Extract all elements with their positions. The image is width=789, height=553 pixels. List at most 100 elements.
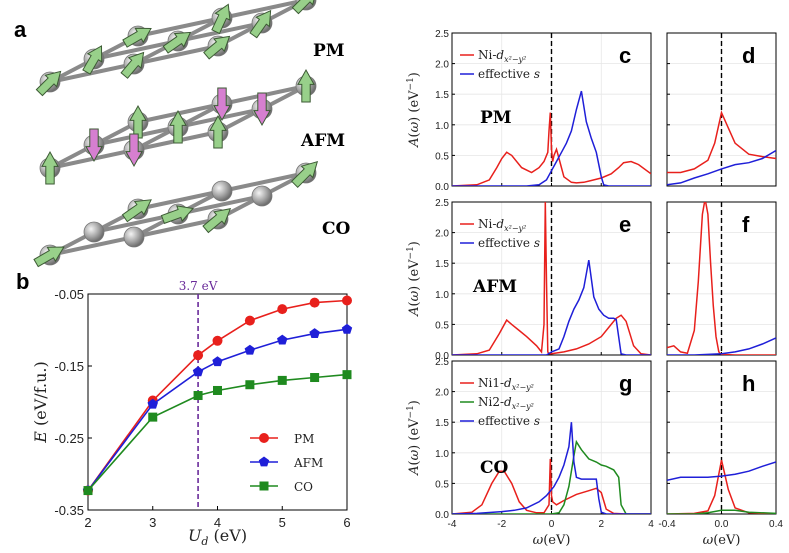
x-tick-label: -2 — [497, 519, 506, 530]
data-point-co — [342, 370, 352, 380]
panel-e: 0.0 0.5 1.0 1.5 2.0 2.5 e — [435, 198, 652, 362]
data-point-pm — [277, 304, 288, 315]
x-tick-label: 0.4 — [769, 519, 783, 530]
y-tick-label: 0.0 — [435, 182, 449, 193]
panel-b-energy-chart: 2 3 4 5 6 -0.35 -0.25 -0.15 -0.05 Ud (eV) E (eV/f.… — [31, 279, 353, 548]
data-point-co — [277, 375, 287, 385]
lattice-label-afm: AFM — [300, 131, 345, 151]
bond — [137, 189, 223, 211]
y-tick-label: 1.5 — [435, 259, 449, 270]
bond — [49, 62, 135, 84]
x-tick-label: 6 — [343, 515, 350, 530]
plot-frame — [87, 293, 348, 511]
x-tick-label: 3 — [149, 515, 156, 530]
bond — [177, 194, 263, 216]
spectral-row-afm: 0.0 0.5 1.0 1.5 2.0 2.5 e f Ni-dx²−y² effective s… — [406, 198, 777, 362]
panel-letter-e: e — [619, 212, 631, 237]
x-tick-label: 2 — [84, 515, 91, 530]
y-tick-label: 0.0 — [435, 351, 449, 362]
spin-arrow — [120, 51, 145, 79]
bond — [133, 44, 219, 66]
y-tick-label: 1.0 — [435, 449, 449, 460]
spin-arrow — [209, 114, 227, 149]
vline-label: 3.7 eV — [179, 279, 218, 293]
panel-letter-a: a — [14, 17, 27, 42]
legend-label: Ni1-dx²−y² — [478, 376, 534, 392]
y-tick-label: 2.0 — [435, 60, 449, 71]
ni-atom — [123, 226, 145, 248]
legend-marker — [259, 433, 269, 443]
spectral-row-pm: 0.0 0.5 1.0 1.5 2.0 2.5 c d Ni-dx²−y² effective s… — [406, 29, 777, 193]
bond — [221, 0, 307, 20]
spin-arrow — [41, 150, 59, 185]
y-tick-label: 1.0 — [435, 121, 449, 132]
lattice-label-pm: PM — [313, 41, 345, 61]
data-point-pm — [309, 297, 320, 308]
x-axis-label-right: ω(eV) — [703, 533, 741, 548]
legend-label: effective s — [478, 67, 540, 81]
spin-arrow — [249, 9, 272, 39]
data-point-co — [213, 385, 222, 395]
bond — [49, 148, 135, 170]
y-tick-label: 0.5 — [435, 320, 449, 331]
lattice-layer-co — [33, 160, 319, 268]
y-tick-label: 1.5 — [435, 418, 449, 429]
bond — [93, 39, 179, 61]
bond — [133, 217, 219, 239]
panel-letter-b: b — [16, 269, 29, 294]
y-tick-label: 0.0 — [435, 510, 449, 521]
spectral-curve — [452, 112, 651, 186]
spin-arrow — [33, 246, 65, 268]
spectral-curve — [667, 149, 776, 186]
y-tick-label: -0.25 — [54, 431, 84, 446]
spin-arrow — [211, 3, 231, 35]
spectral-curve — [667, 110, 776, 174]
panel-d: d — [666, 32, 777, 187]
row-label-afm: AFM — [472, 277, 517, 297]
panel-g: 0.0 0.5 1.0 1.5 2.0 2.5 -4 -2 0 2 4 g — [435, 357, 654, 530]
series-line-pm — [87, 299, 348, 492]
panel-letter-c: c — [619, 43, 631, 68]
spin-arrow — [85, 128, 103, 163]
spin-arrow — [203, 35, 231, 60]
x-tick-label: -4 — [448, 519, 457, 530]
data-point-afm — [192, 366, 204, 377]
y-tick-label: 2.5 — [435, 357, 449, 368]
legend-marker — [259, 481, 269, 491]
panel-a-lattice — [33, 0, 319, 268]
bond — [49, 235, 135, 257]
data-point-co — [310, 373, 320, 383]
data-point-pm — [193, 350, 204, 361]
y-tick-label: -0.05 — [54, 287, 84, 302]
ni-atom — [83, 221, 105, 243]
spin-arrow — [122, 27, 152, 48]
y-axis-label: A(ω) (eV−1) — [406, 400, 422, 476]
spin-arrow — [121, 199, 152, 223]
spectral-curve — [667, 337, 776, 355]
spectral-curve — [452, 259, 651, 355]
lattice-label-co: CO — [322, 219, 351, 239]
x-tick-label: 4 — [214, 515, 221, 530]
x-tick-label: 5 — [279, 515, 286, 530]
y-tick-label: 0.5 — [435, 151, 449, 162]
legend-label: Ni-dx²−y² — [478, 48, 526, 64]
legend-label: Ni2-dx²−y² — [478, 395, 534, 411]
y-tick-label: 1.0 — [435, 290, 449, 301]
data-point-afm — [341, 323, 353, 334]
spin-arrow — [297, 68, 315, 103]
spectral-curve — [667, 509, 776, 514]
legend-label-co: CO — [294, 480, 313, 494]
data-point-co — [148, 412, 158, 422]
legend-label: effective s — [478, 236, 540, 250]
y-tick-label: 2.0 — [435, 229, 449, 240]
y-axis-label: E (eV/f.u.) — [31, 361, 50, 444]
spin-arrow — [162, 31, 192, 54]
legend-label: effective s — [478, 414, 540, 428]
data-point-co — [193, 391, 203, 401]
bond — [221, 171, 307, 193]
spectral-curve — [452, 458, 651, 514]
spectral-function-panels: 0.0 0.5 1.0 1.5 2.0 2.5 c d Ni-dx²−y² effective s… — [406, 29, 783, 548]
y-tick-label: 0.5 — [435, 479, 449, 490]
y-axis-label: A(ω) (eV−1) — [406, 72, 422, 148]
spectral-row-co: 0.0 0.5 1.0 1.5 2.0 2.5 -4 -2 0 2 4 g -0.4 0.0 0.4 h Ni1… — [406, 357, 783, 530]
